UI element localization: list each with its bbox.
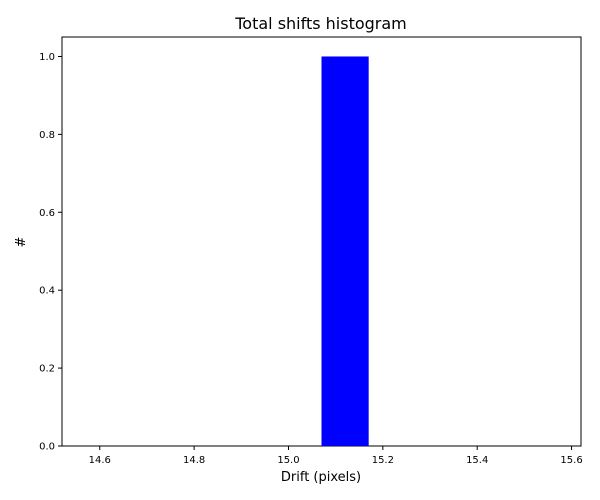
y-tick-label-5: 1.0 <box>39 52 55 63</box>
y-axis-ticks: 0.0 0.2 0.4 0.6 0.8 1.0 <box>39 52 62 453</box>
x-tick-label-2: 15.0 <box>277 455 299 466</box>
chart-title: Total shifts histogram <box>234 14 407 33</box>
y-tick-label-4: 0.8 <box>39 130 55 141</box>
x-axis-ticks: 14.6 14.8 15.0 15.2 15.4 15.6 <box>89 446 583 466</box>
x-axis-label: Drift (pixels) <box>281 470 361 485</box>
x-tick-label-0: 14.6 <box>89 455 111 466</box>
x-tick-label-5: 15.6 <box>560 455 582 466</box>
histogram-bar-0 <box>321 56 369 446</box>
y-axis-label: # <box>14 237 29 248</box>
y-tick-label-0: 0.0 <box>39 442 55 453</box>
bars-group <box>321 56 369 446</box>
x-tick-label-3: 15.2 <box>372 455 394 466</box>
x-tick-label-1: 14.8 <box>183 455 205 466</box>
y-tick-label-2: 0.4 <box>39 286 55 297</box>
y-tick-label-3: 0.6 <box>39 208 55 219</box>
x-tick-label-4: 15.4 <box>466 455 488 466</box>
y-tick-label-1: 0.2 <box>39 364 55 375</box>
plot-area: 14.6 14.8 15.0 15.2 15.4 15.6 0.0 0.2 0.4 0.6 0.8… <box>39 36 583 466</box>
